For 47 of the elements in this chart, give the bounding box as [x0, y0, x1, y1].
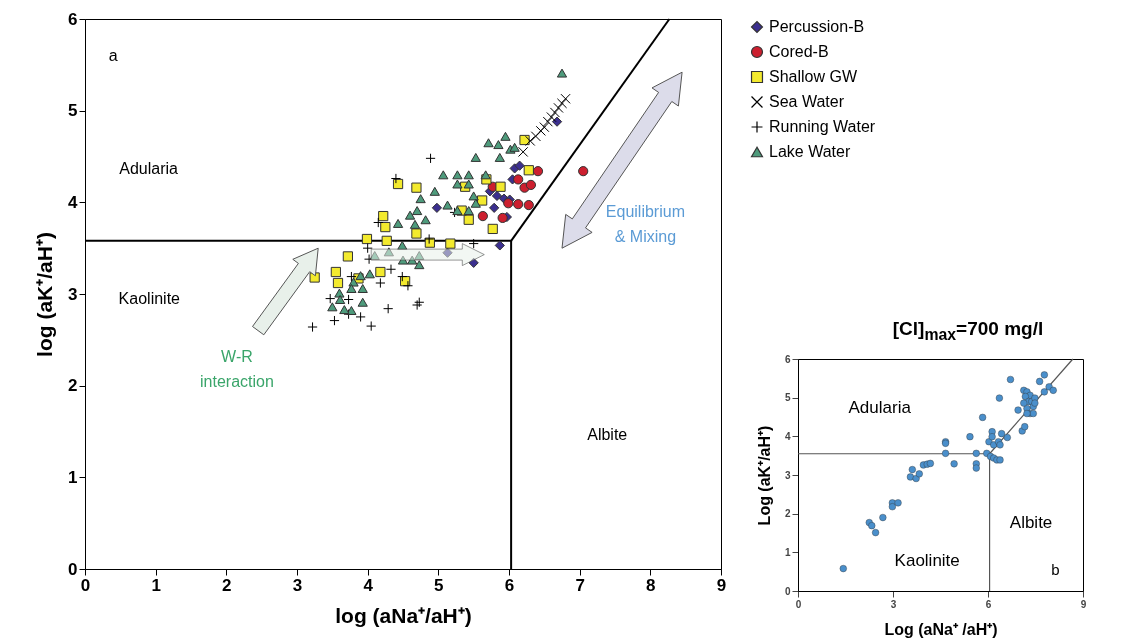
annotation: Kaolinite	[118, 289, 181, 307]
legend-label: Cored-B	[769, 43, 829, 60]
x-tick-label: 9	[1080, 598, 1087, 610]
x-tick-label: 8	[646, 575, 656, 595]
x-tick-label: 3	[890, 598, 897, 610]
y-tick-label: 5	[68, 101, 78, 121]
y-tick-label: 0	[68, 559, 78, 579]
annotation: b	[1051, 560, 1060, 578]
legend-label: Sea Water	[769, 93, 845, 110]
annotation: W-R interaction	[200, 347, 274, 390]
x-tick-label: 2	[222, 575, 232, 595]
x-tick-label: 4	[363, 575, 374, 595]
legend-label: Shallow GW	[769, 68, 858, 85]
y-tick-label: 4	[784, 430, 791, 442]
annotation: a	[108, 46, 118, 64]
y-tick-label: 2	[68, 376, 78, 396]
y-tick-label: 2	[784, 508, 791, 520]
x-axis-title: log (aNa⁺/aH⁺)	[335, 603, 472, 627]
annotation: Adularia	[119, 160, 179, 178]
y-tick-label: 3	[68, 284, 78, 304]
x-tick-label: 5	[434, 575, 444, 595]
y-axis-title: Log (aK⁺/aH⁺)	[755, 425, 773, 526]
x-tick-label: 0	[795, 598, 802, 610]
annotation: Albite	[1009, 512, 1053, 532]
annotation: Equilibrium & Mixing	[605, 202, 685, 245]
x-tick-label: 7	[575, 575, 585, 595]
y-tick-label: 6	[68, 9, 78, 29]
y-tick-label: 1	[68, 467, 78, 487]
legend-label: Percussion-B	[769, 18, 865, 35]
annotation: Albite	[587, 426, 628, 444]
y-tick-label: 5	[784, 392, 791, 404]
annotation: Kaolinite	[894, 551, 960, 571]
y-tick-label: 3	[784, 469, 791, 481]
x-tick-label: 9	[716, 575, 727, 595]
annotation: Adularia	[848, 397, 912, 417]
legend-label: Running Water	[769, 118, 876, 135]
x-axis-title: Log (aNa⁺ /aH⁺)	[884, 620, 998, 638]
x-tick-label: 1	[151, 575, 161, 595]
chart-title: [Cl]$_{max}$=700 mg/l	[891, 318, 1045, 344]
legend-label: Lake Water	[769, 143, 851, 160]
y-tick-label: 4	[68, 192, 79, 212]
y-tick-label: 1	[784, 546, 791, 558]
x-tick-label: 6	[504, 575, 515, 595]
y-axis-title: log (aK⁺/aH⁺)	[33, 232, 57, 357]
x-tick-label: 3	[292, 575, 303, 595]
y-tick-label: 6	[784, 353, 791, 365]
x-tick-label: 6	[985, 598, 992, 610]
